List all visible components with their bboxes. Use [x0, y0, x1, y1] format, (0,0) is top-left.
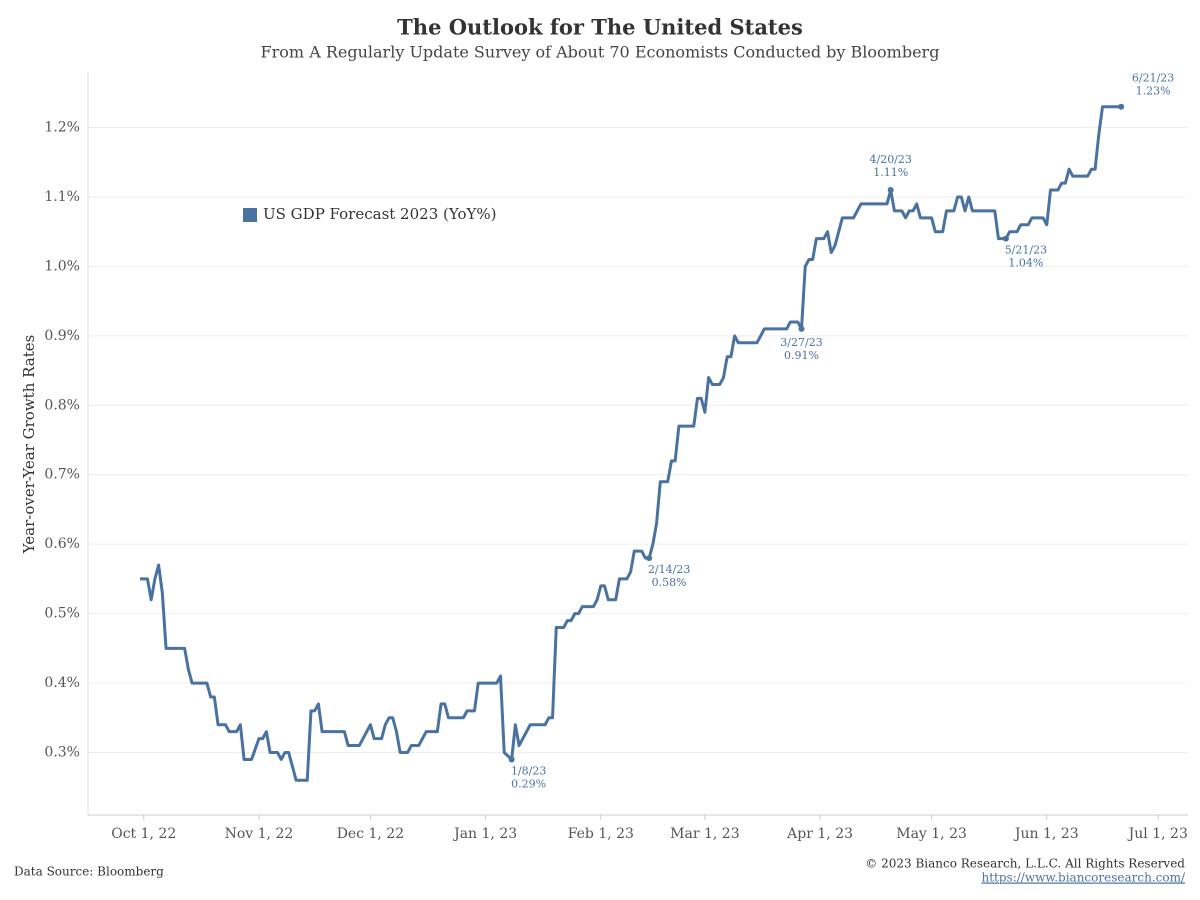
x-tick-label: May 1, 23 — [896, 826, 967, 842]
legend-label: US GDP Forecast 2023 (YoY%) — [263, 205, 497, 223]
x-tick-label: Apr 1, 23 — [786, 826, 853, 842]
series-line — [140, 105, 1122, 782]
y-tick-label: 0.9% — [44, 328, 80, 344]
annotation-dot — [887, 187, 894, 194]
y-tick-label: 1.1% — [44, 189, 80, 205]
source: Data Source: Bloomberg — [14, 865, 164, 879]
x-tick-label: Jul 1, 23 — [1127, 826, 1188, 842]
y-tick-label: 0.6% — [44, 536, 80, 552]
annotation-date: 6/21/23 — [1132, 72, 1174, 85]
annotation-date: 4/20/23 — [869, 153, 911, 166]
y-tick-label: 1.2% — [44, 120, 80, 136]
annotation-date: 3/27/23 — [780, 336, 822, 349]
copyright: © 2023 Bianco Research, L.L.C. All Right… — [865, 857, 1185, 871]
y-tick-label: 0.8% — [44, 397, 80, 413]
x-tick-label: Mar 1, 23 — [670, 826, 739, 842]
annotation-value: 0.58% — [652, 576, 687, 589]
x-tick-label: Dec 1, 22 — [337, 826, 404, 842]
annotation-dot — [1118, 103, 1125, 110]
x-tick-label: Nov 1, 22 — [225, 826, 294, 842]
chart-title: The Outlook for The United States — [397, 15, 803, 40]
x-tick-label: Feb 1, 23 — [568, 826, 634, 842]
annotation-dot — [508, 756, 515, 763]
y-tick-label: 0.4% — [44, 675, 80, 691]
x-tick-label: Jun 1, 23 — [1013, 826, 1079, 842]
y-tick-label: 0.5% — [44, 606, 80, 622]
annotation-dot — [798, 325, 805, 332]
annotation-dot — [646, 555, 653, 562]
annotation-date: 2/14/23 — [648, 563, 690, 576]
annotation-value: 0.91% — [784, 349, 819, 362]
x-tick-label: Jan 1, 23 — [452, 826, 517, 842]
annotation-value: 1.23% — [1136, 85, 1171, 98]
legend-swatch — [243, 208, 257, 222]
annotation-value: 1.11% — [873, 166, 908, 179]
annotation-date: 5/21/23 — [1005, 244, 1047, 257]
y-axis-label: Year-over-Year Growth Rates — [20, 335, 38, 555]
annotation-value: 0.29% — [511, 777, 546, 790]
annotation-date: 1/8/23 — [511, 764, 546, 777]
y-tick-label: 0.7% — [44, 467, 80, 483]
y-tick-label: 1.0% — [44, 258, 80, 274]
annotation-dot — [1002, 235, 1009, 242]
url-link[interactable]: https://www.biancoresearch.com/ — [981, 871, 1185, 885]
y-tick-label: 0.3% — [44, 745, 80, 761]
chart-subtitle: From A Regularly Update Survey of About … — [261, 43, 940, 62]
annotation-value: 1.04% — [1008, 257, 1043, 270]
x-tick-label: Oct 1, 22 — [111, 826, 176, 842]
